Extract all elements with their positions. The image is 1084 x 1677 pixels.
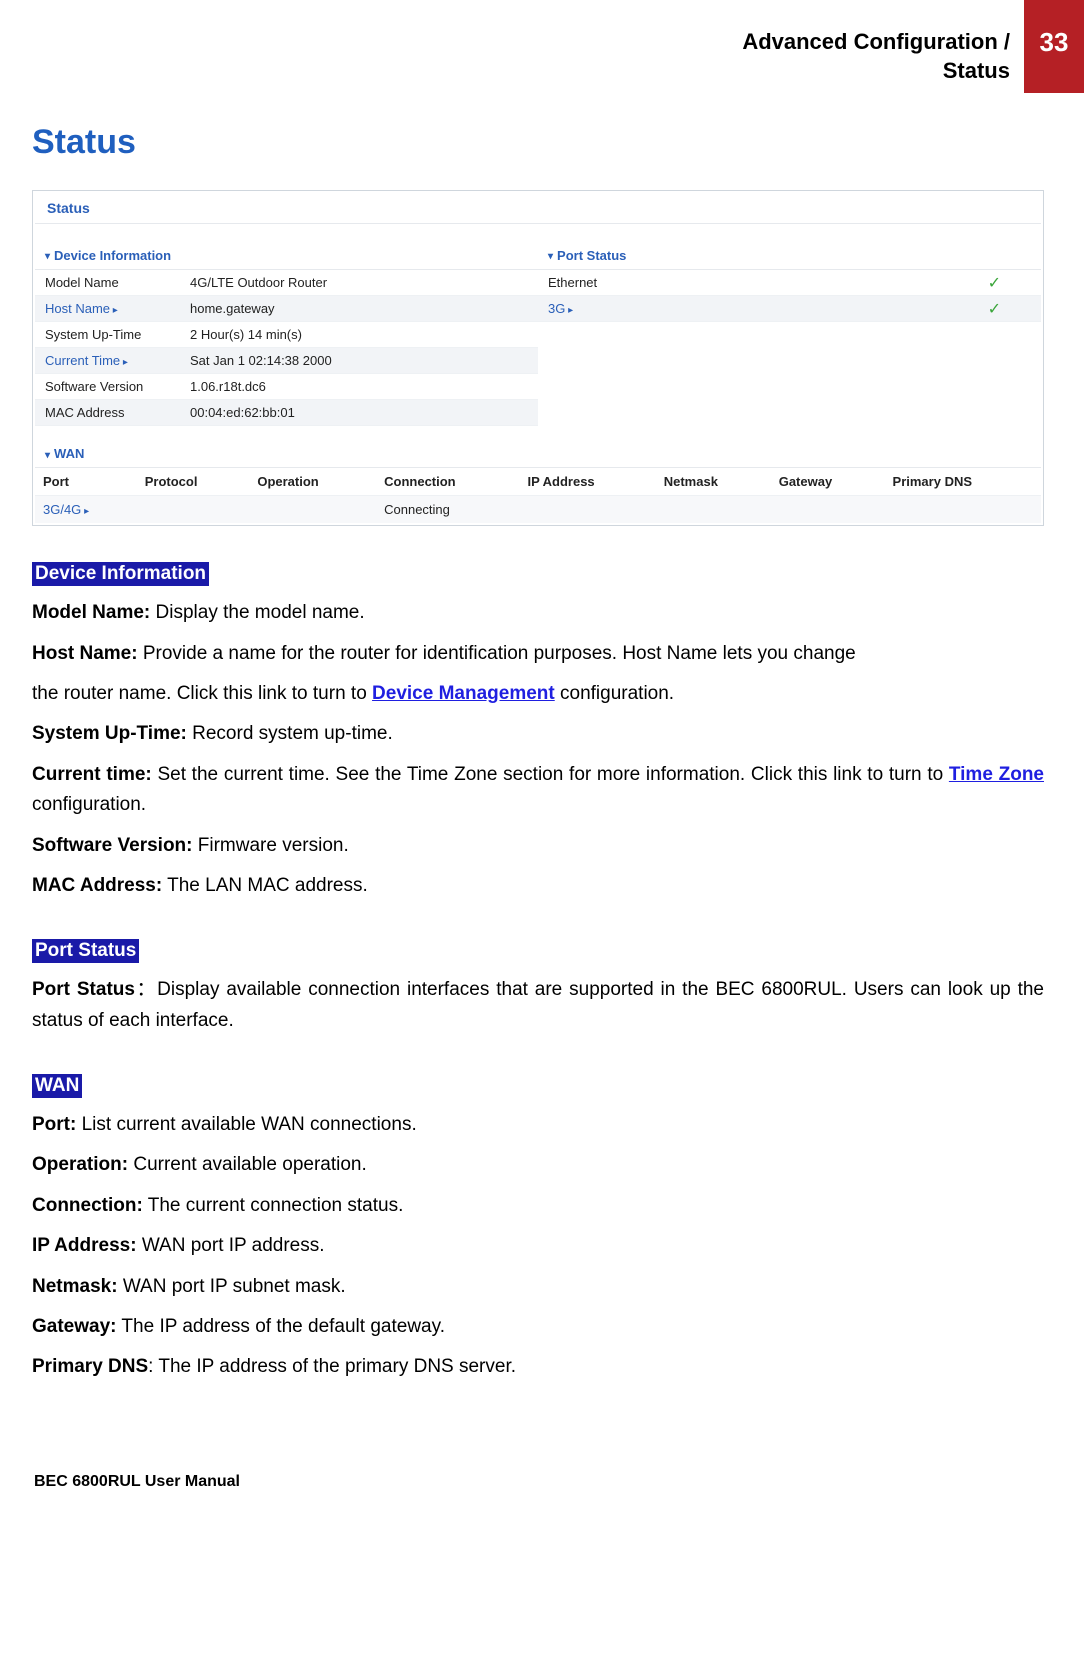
port-status-panel: Port Status Ethernet✓3G✓	[538, 242, 1041, 426]
device-info-value: 1.06.r18t.dc6	[190, 379, 538, 394]
wan-connection: Connecting	[376, 496, 519, 524]
text-port-status: Port Status：Display available connection…	[32, 975, 1044, 1036]
footer-text: BEC 6800RUL User Manual	[34, 1473, 1044, 1491]
text-wan-gw: Gateway: The IP address of the default g…	[32, 1312, 1044, 1342]
wan-column-header: Operation	[249, 468, 376, 496]
text-mac: MAC Address: The LAN MAC address.	[32, 871, 1044, 901]
wan-gateway	[771, 496, 885, 524]
device-info-key: MAC Address	[35, 405, 190, 420]
device-info-value: home.gateway	[190, 301, 538, 316]
device-info-value: 00:04:ed:62:bb:01	[190, 405, 538, 420]
text-wan-conn: Connection: The current connection statu…	[32, 1191, 1044, 1221]
wan-netmask	[656, 496, 771, 524]
port-status-row: Ethernet✓	[538, 270, 1041, 296]
wan-column-header: Netmask	[656, 468, 771, 496]
ss-title: Status	[35, 193, 1041, 224]
port-status-row: 3G✓	[538, 296, 1041, 322]
wan-port-link[interactable]: 3G/4G	[35, 496, 137, 524]
text-host-line1: Host Name: Provide a name for the router…	[32, 639, 1044, 669]
port-status-label[interactable]: 3G	[538, 301, 693, 316]
section-port-status: Port Status	[32, 939, 139, 963]
device-info-row: System Up-Time2 Hour(s) 14 min(s)	[35, 322, 538, 348]
device-info-row: Host Namehome.gateway	[35, 296, 538, 322]
device-info-key: Model Name	[35, 275, 190, 290]
text-model: Model Name: Display the model name.	[32, 598, 1044, 628]
device-info-row: Current TimeSat Jan 1 02:14:38 2000	[35, 348, 538, 374]
device-info-key[interactable]: Current Time	[35, 353, 190, 368]
breadcrumb: Advanced Configuration / Status	[742, 20, 1024, 93]
page-title: Status	[32, 123, 1044, 162]
time-zone-link[interactable]: Time Zone	[949, 764, 1044, 785]
port-status-heading[interactable]: Port Status	[538, 242, 1041, 270]
device-management-link[interactable]: Device Management	[372, 683, 555, 704]
check-icon: ✓	[693, 299, 1041, 319]
device-info-row: Software Version1.06.r18t.dc6	[35, 374, 538, 400]
text-wan-port: Port: List current available WAN connect…	[32, 1110, 1044, 1140]
device-info-key: System Up-Time	[35, 327, 190, 342]
wan-column-header: Protocol	[137, 468, 250, 496]
device-info-panel: Device Information Model Name4G/LTE Outd…	[35, 242, 538, 426]
text-wan-dns: Primary DNS: The IP address of the prima…	[32, 1352, 1044, 1382]
check-icon: ✓	[693, 273, 1041, 293]
wan-ip	[519, 496, 655, 524]
breadcrumb-line2: Status	[742, 57, 1010, 86]
text-wan-op: Operation: Current available operation.	[32, 1150, 1044, 1180]
text-host-line2: the router name. Click this link to turn…	[32, 679, 1044, 709]
page-header: Advanced Configuration / Status 33	[32, 20, 1044, 93]
device-info-value: 4G/LTE Outdoor Router	[190, 275, 538, 290]
text-wan-nm: Netmask: WAN port IP subnet mask.	[32, 1272, 1044, 1302]
device-info-row: Model Name4G/LTE Outdoor Router	[35, 270, 538, 296]
status-screenshot: Status Device Information Model Name4G/L…	[32, 190, 1044, 526]
wan-dns	[885, 496, 1041, 524]
text-software: Software Version: Firmware version.	[32, 831, 1044, 861]
text-current-time: Current time: Set the current time. See …	[32, 760, 1044, 821]
section-wan: WAN	[32, 1074, 82, 1098]
wan-column-header: Connection	[376, 468, 519, 496]
device-info-row: MAC Address00:04:ed:62:bb:01	[35, 400, 538, 426]
breadcrumb-line1: Advanced Configuration /	[742, 28, 1010, 57]
device-info-key[interactable]: Host Name	[35, 301, 190, 316]
page-number: 33	[1024, 0, 1084, 93]
wan-column-header: Gateway	[771, 468, 885, 496]
port-status-label: Ethernet	[538, 275, 693, 290]
device-info-value: Sat Jan 1 02:14:38 2000	[190, 353, 538, 368]
wan-column-header: IP Address	[519, 468, 655, 496]
wan-operation	[249, 496, 376, 524]
wan-protocol	[137, 496, 250, 524]
device-info-key: Software Version	[35, 379, 190, 394]
wan-column-header: Primary DNS	[885, 468, 1041, 496]
wan-heading[interactable]: WAN	[35, 440, 1041, 468]
section-device-info: Device Information	[32, 562, 209, 586]
wan-column-header: Port	[35, 468, 137, 496]
device-info-heading[interactable]: Device Information	[35, 242, 538, 270]
device-info-value: 2 Hour(s) 14 min(s)	[190, 327, 538, 342]
text-uptime: System Up-Time: Record system up-time.	[32, 719, 1044, 749]
wan-table: PortProtocolOperationConnectionIP Addres…	[35, 468, 1041, 523]
wan-row: 3G/4G Connecting	[35, 496, 1041, 524]
text-wan-ip: IP Address: WAN port IP address.	[32, 1231, 1044, 1261]
